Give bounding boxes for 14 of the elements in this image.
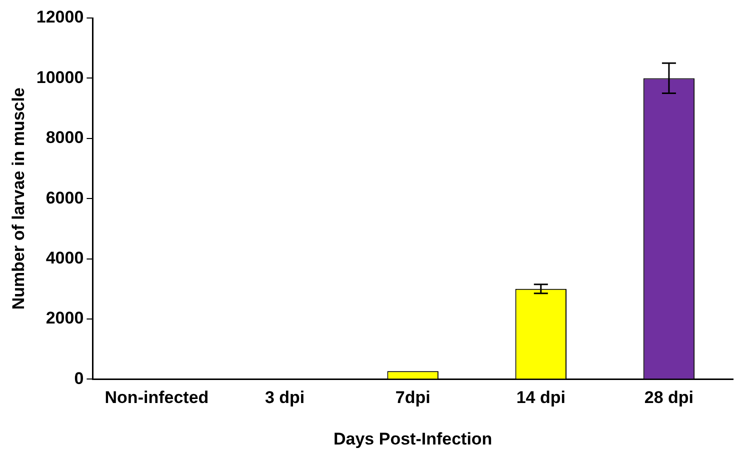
- y-axis-title: Number of larvae in muscle: [8, 88, 28, 310]
- x-tick-label: 28 dpi: [644, 388, 694, 408]
- x-axis-title: Days Post-Infection: [333, 429, 492, 448]
- y-tick-label: 6000: [46, 188, 84, 208]
- y-tick-label: 10000: [36, 68, 84, 87]
- x-tick-label: 3 dpi: [264, 388, 305, 408]
- y-tick-label: 4000: [46, 248, 84, 268]
- x-tick-label: 7dpi: [395, 388, 430, 408]
- x-tick-label: 14 dpi: [516, 388, 566, 408]
- x-tick-label: Non-infected: [104, 388, 209, 408]
- y-tick-label: 2000: [46, 308, 84, 328]
- y-tick-label: 12000: [36, 8, 84, 27]
- y-tick-label: 0: [74, 368, 84, 388]
- y-tick-label: 8000: [46, 128, 84, 148]
